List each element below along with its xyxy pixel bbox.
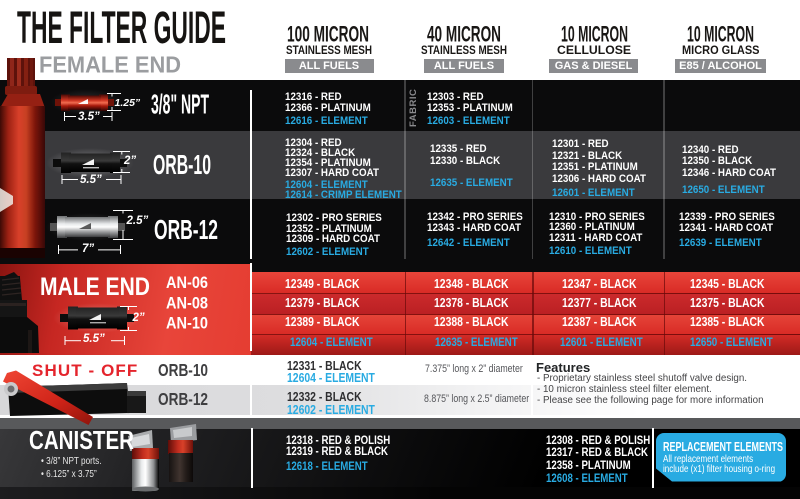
svg-text:CELLULOSE: CELLULOSE (557, 45, 631, 57)
svg-text:3/8" NPT: 3/8" NPT (151, 89, 209, 120)
svg-text:AN-08: AN-08 (166, 295, 208, 313)
svg-text:40 MICRON: 40 MICRON (427, 22, 501, 47)
svg-text:MICRO GLASS: MICRO GLASS (682, 45, 760, 57)
svg-text:ORB-12: ORB-12 (158, 389, 208, 409)
svg-text:THE FILTER GUIDE: THE FILTER GUIDE (17, 2, 226, 53)
svg-text:ORB-10: ORB-10 (158, 360, 208, 380)
svg-text:100 MICRON: 100 MICRON (287, 22, 369, 47)
svg-text:FABRIC: FABRIC (408, 89, 419, 127)
svg-text:STAINLESS MESH: STAINLESS MESH (421, 45, 507, 57)
svg-text:ORB-12: ORB-12 (154, 214, 218, 245)
svg-text:AN-06: AN-06 (166, 274, 208, 292)
svg-text:CANISTER: CANISTER (29, 425, 134, 455)
svg-text:ORB-10: ORB-10 (153, 149, 211, 180)
svg-text:10 MICRON: 10 MICRON (561, 22, 628, 47)
svg-text:10 MICRON: 10 MICRON (687, 22, 754, 47)
svg-text:STAINLESS MESH: STAINLESS MESH (286, 45, 372, 57)
svg-text:MALE END: MALE END (40, 273, 150, 301)
svg-text:AN-10: AN-10 (166, 315, 208, 333)
svg-text:FEMALE END: FEMALE END (39, 52, 181, 78)
svg-text:REPLACEMENT ELEMENTS: REPLACEMENT ELEMENTS (663, 439, 783, 454)
